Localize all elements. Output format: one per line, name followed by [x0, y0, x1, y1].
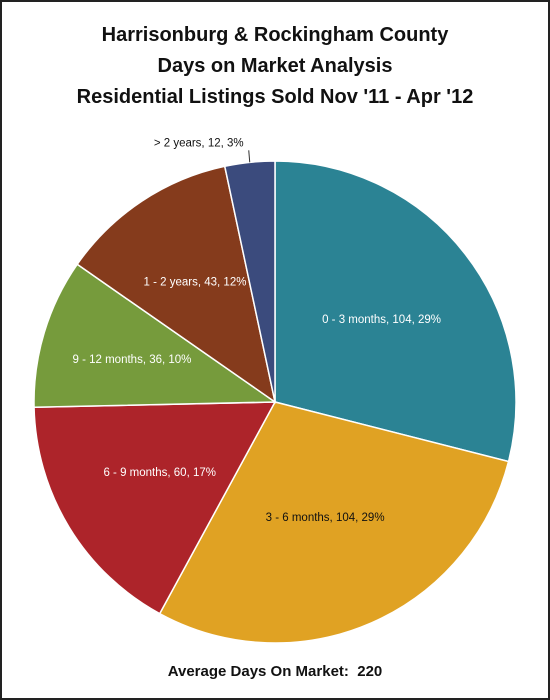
pie-label-over-2-years: > 2 years, 12, 3% — [154, 137, 244, 149]
average-days-value: 220 — [357, 663, 383, 680]
chart-title-line-2: Days on Market Analysis — [157, 55, 393, 77]
chart-title-line-3: Residential Listings Sold Nov '11 - Apr … — [76, 86, 474, 108]
pie-label-3-6-months: 3 - 6 months, 104, 29% — [266, 512, 385, 524]
pie-label-1-2-years: 1 - 2 years, 43, 12% — [144, 277, 247, 289]
average-days-label: Average Days On Market: — [167, 663, 349, 680]
pie-label-9-12-months: 9 - 12 months, 36, 10% — [73, 354, 192, 366]
pie-slice-over-2-years — [223, 160, 276, 403]
average-days-footer: Average Days On Market: 220 — [2, 663, 548, 680]
pie-slice-0-3-months — [274, 160, 517, 463]
pie-label-0-3-months: 0 - 3 months, 104, 29% — [322, 314, 441, 326]
pie-label-6-9-months: 6 - 9 months, 60, 17% — [103, 467, 216, 479]
pie-slice-1-2-years — [76, 165, 277, 404]
pie-leader-over-2-years — [248, 150, 251, 163]
chart-title-line-1: Harrisonburg & Rockingham County — [101, 24, 449, 46]
pie-slice-9-12-months — [33, 263, 278, 409]
pie-slice-3-6-months — [158, 401, 510, 644]
pie-slice-6-9-months — [33, 401, 277, 615]
chart-title: Harrisonburg & Rockingham County Days on… — [2, 20, 548, 113]
